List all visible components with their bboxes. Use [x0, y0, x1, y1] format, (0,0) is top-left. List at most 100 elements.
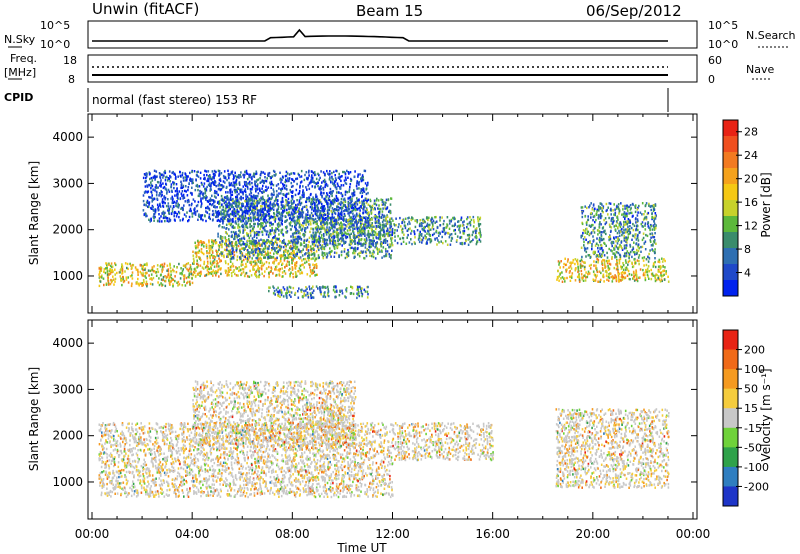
- echo-cell: [322, 255, 324, 258]
- echo-cell: [250, 203, 252, 207]
- echo-cell: [367, 216, 369, 220]
- echo-cell: [326, 243, 329, 247]
- echo-cell: [191, 277, 193, 280]
- echo-cell: [293, 246, 295, 249]
- echo-cell: [274, 248, 276, 251]
- echo-cell: [424, 220, 426, 224]
- echo-cell: [121, 271, 124, 274]
- echo-cell: [212, 242, 215, 245]
- echo-cell: [324, 213, 327, 216]
- echo-cell: [373, 230, 375, 233]
- echo-cell: [281, 196, 284, 200]
- echo-cell: [346, 209, 349, 212]
- echo-cell: [307, 217, 309, 220]
- echo-cell: [271, 226, 273, 230]
- echo-cell: [217, 169, 220, 172]
- echo-cell: [350, 285, 352, 288]
- echo-cell: [216, 254, 218, 257]
- echo-cell: [173, 214, 175, 218]
- echo-cell: [181, 206, 183, 210]
- echo-cell: [158, 220, 161, 223]
- echo-cell: [357, 231, 359, 235]
- echo-cell: [320, 188, 322, 191]
- echo-cell: [344, 176, 347, 179]
- echo-cell: [245, 181, 247, 184]
- echo-cell: [167, 188, 170, 192]
- echo-cell: [302, 263, 304, 266]
- echo-cell: [316, 227, 319, 230]
- echo-cell: [248, 198, 250, 201]
- echo-cell: [297, 217, 299, 220]
- echo-cell: [141, 274, 144, 277]
- echo-cell: [167, 209, 169, 212]
- echo-cell: [336, 169, 338, 173]
- echo-cell: [238, 174, 240, 177]
- echo-cell: [172, 283, 174, 286]
- echo-cell: [381, 200, 384, 203]
- echo-cell: [378, 215, 381, 218]
- echo-cell: [168, 211, 170, 214]
- echo-cell: [271, 223, 273, 226]
- echo-cell: [298, 219, 301, 223]
- echo-cell: [307, 220, 309, 223]
- echo-cell: [362, 226, 364, 230]
- echo-cell: [400, 225, 402, 228]
- echo-cell: [212, 269, 215, 272]
- echo-cell: [316, 195, 318, 198]
- echo-cell: [249, 251, 251, 254]
- echo-cell: [149, 282, 152, 286]
- echo-cell: [349, 233, 351, 237]
- echo-cell: [388, 252, 390, 256]
- echo-cell: [267, 239, 269, 242]
- echo-cell: [145, 276, 147, 280]
- echo-cell: [380, 198, 382, 201]
- echo-cell: [101, 274, 103, 277]
- echo-cell: [303, 266, 305, 269]
- echo-cell: [248, 203, 250, 206]
- echo-cell: [177, 280, 180, 284]
- echo-cell: [235, 250, 238, 254]
- echo-cell: [303, 193, 305, 196]
- echo-cell: [305, 294, 307, 297]
- echo-cell: [261, 244, 263, 247]
- echo-cell: [340, 206, 342, 209]
- echo-cell: [312, 196, 314, 199]
- echo-cell: [164, 198, 166, 201]
- echo-cell: [368, 245, 370, 248]
- echo-cell: [240, 188, 243, 191]
- echo-cell: [450, 239, 453, 242]
- echo-cell: [334, 218, 336, 222]
- echo-cell: [383, 223, 385, 226]
- echo-cell: [234, 191, 237, 194]
- echo-cell: [340, 200, 342, 204]
- echo-cell: [255, 199, 258, 202]
- echo-cell: [416, 221, 418, 224]
- echo-cell: [253, 264, 255, 268]
- echo-cell: [261, 230, 264, 233]
- echo-cell: [273, 236, 275, 239]
- echo-cell: [337, 206, 340, 209]
- echo-cell: [302, 211, 305, 214]
- echo-cell: [255, 172, 258, 175]
- echo-cell: [228, 238, 230, 241]
- echo-cell: [364, 197, 367, 200]
- echo-cell: [238, 242, 241, 245]
- echo-cell: [299, 196, 301, 199]
- echo-cell: [322, 217, 324, 220]
- echo-cell: [265, 261, 268, 264]
- echo-cell: [460, 216, 463, 219]
- echo-cell: [218, 245, 221, 248]
- echo-cell: [236, 194, 238, 197]
- echo-cell: [244, 214, 247, 218]
- echo-cell: [276, 237, 279, 241]
- echo-cell: [194, 245, 197, 248]
- echo-cell: [105, 283, 108, 286]
- echo-cell: [242, 185, 245, 188]
- echo-cell: [477, 223, 480, 226]
- echo-cell: [207, 271, 210, 274]
- echo-cell: [296, 235, 299, 239]
- echo-cell: [267, 247, 270, 250]
- echo-cell: [194, 241, 196, 244]
- echo-cell: [210, 203, 213, 207]
- echo-cell: [248, 217, 251, 220]
